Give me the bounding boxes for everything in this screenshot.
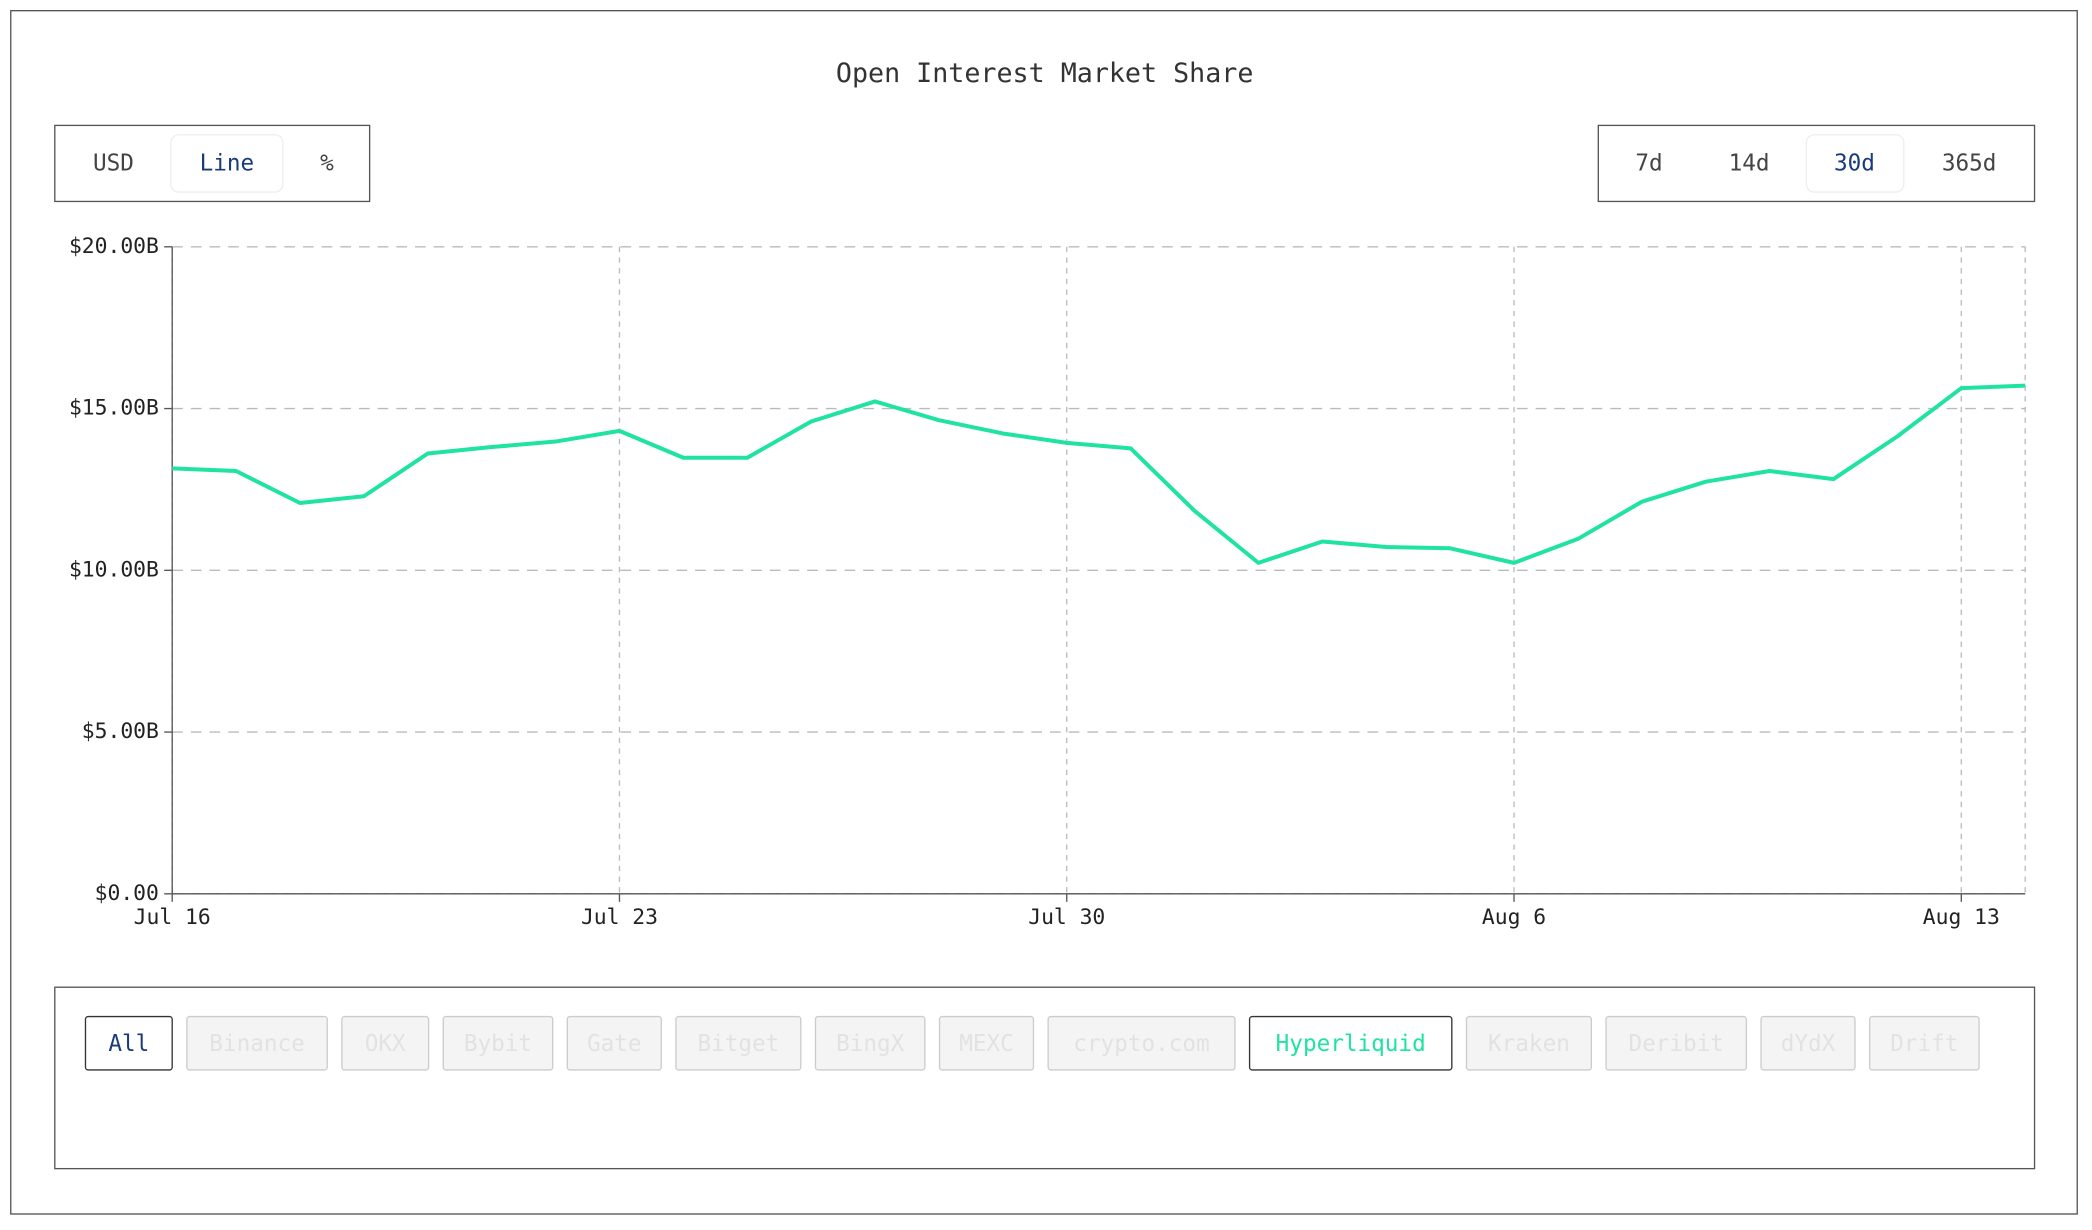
exchange-button[interactable]: Bybit [464, 1031, 532, 1057]
exchange-button-bg[interactable] [1047, 1015, 1236, 1071]
exchange-button[interactable]: All [108, 1031, 149, 1057]
exchange-button-bg[interactable] [186, 1015, 328, 1071]
chart-title: Open Interest Market Share [836, 58, 1254, 89]
x-tick-label: Jul 30 [1028, 905, 1105, 930]
range-button[interactable]: 7d [1635, 151, 1662, 177]
range-active-bg [1805, 134, 1905, 193]
exchange-button-bg[interactable] [814, 1015, 926, 1071]
exchange-group [54, 986, 2036, 1170]
range-button[interactable]: 30d [1834, 151, 1875, 177]
exchange-button[interactable]: MEXC [959, 1031, 1014, 1057]
range-button[interactable]: 14d [1729, 151, 1770, 177]
exchange-button-bg[interactable] [1605, 1015, 1748, 1071]
exchange-button-bg[interactable] [1248, 1015, 1453, 1071]
mode-button[interactable]: Line [200, 151, 255, 177]
exchange-button-bg[interactable] [938, 1015, 1035, 1071]
y-tick-label: $20.00B [69, 234, 159, 259]
x-tick-label: Jul 16 [134, 905, 211, 930]
exchange-button-bg[interactable] [1465, 1015, 1593, 1071]
exchange-button-bg[interactable] [1760, 1015, 1856, 1071]
x-tick-label: Jul 23 [581, 905, 658, 930]
exchange-button[interactable]: Gate [587, 1031, 642, 1057]
exchange-button[interactable]: Kraken [1488, 1031, 1570, 1057]
exchange-button[interactable]: crypto.com [1073, 1031, 1209, 1057]
y-tick-label: $15.00B [69, 396, 159, 421]
exchange-button[interactable]: dYdX [1781, 1031, 1836, 1057]
exchange-button[interactable]: Drift [1890, 1031, 1958, 1057]
exchange-button-bg[interactable] [566, 1015, 662, 1071]
range-button[interactable]: 365d [1942, 151, 1997, 177]
y-tick-label: $5.00B [82, 719, 159, 744]
mode-active-bg [170, 134, 284, 193]
exchange-button[interactable]: Bitget [697, 1031, 779, 1057]
data-line [172, 383, 2026, 565]
y-tick-label: $0.00 [95, 881, 159, 906]
y-tick-label: $10.00B [69, 557, 159, 582]
exchange-button[interactable]: Binance [209, 1031, 304, 1057]
exchange-button-bg[interactable] [442, 1015, 554, 1071]
x-tick-label: Aug 13 [1923, 905, 2000, 930]
x-tick-label: Aug 6 [1482, 905, 1546, 930]
exchange-button[interactable]: Hyperliquid [1276, 1031, 1426, 1057]
exchange-button-bg[interactable] [341, 1015, 430, 1071]
exchange-button[interactable]: BingX [836, 1031, 905, 1057]
exchange-button[interactable]: OKX [365, 1031, 406, 1057]
exchange-button-bg[interactable] [84, 1015, 173, 1071]
mode-button[interactable]: USD [93, 151, 134, 177]
exchange-button-bg[interactable] [1868, 1015, 1980, 1071]
exchange-button[interactable]: Deribit [1628, 1031, 1723, 1057]
exchange-button-bg[interactable] [675, 1015, 802, 1071]
mode-button[interactable]: % [320, 151, 334, 177]
